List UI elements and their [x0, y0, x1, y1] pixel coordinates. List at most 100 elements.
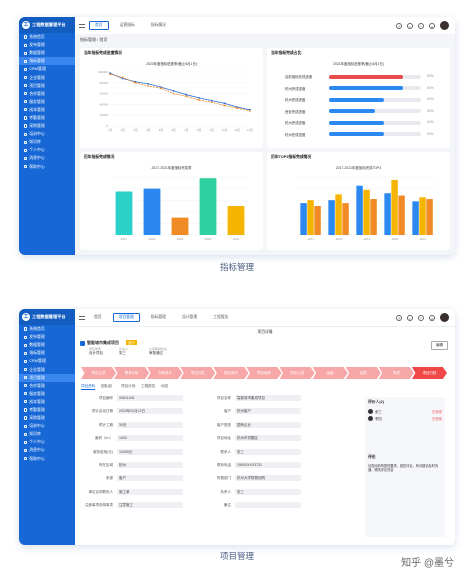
sidebar-item[interactable]: 服务管理 [19, 390, 75, 398]
field-value[interactable]: 1550XXXX3731 [235, 462, 301, 468]
detail-tab[interactable]: 项目计划 [121, 384, 136, 388]
project-window: 工工程数据管理平台 系统首页 发布管理 数据管理 指标管理 CRM管理 企业管理 项目管理合… [19, 309, 455, 545]
field-value[interactable]: 10000元 [117, 448, 183, 455]
progress-step[interactable]: 项目立项 [81, 367, 117, 379]
edit-button[interactable]: 编辑 [431, 341, 448, 350]
field-value[interactable]: 智能城市集成项目 [235, 395, 301, 401]
sidebar-item[interactable]: 发布管理 [19, 333, 75, 341]
sidebar-item[interactable]: 指标管理 [19, 57, 75, 66]
progress-step[interactable]: 结算 [345, 367, 381, 379]
field-value[interactable]: 杭州 [117, 462, 183, 468]
sidebar-item[interactable]: 消息中心 [19, 446, 75, 454]
field-value[interactable] [235, 502, 301, 509]
avatar[interactable] [440, 21, 449, 30]
sidebar-item[interactable]: 发布管理 [19, 41, 75, 49]
field-value[interactable]: 施工单 [117, 488, 183, 495]
tab-project[interactable]: 项目管理 [112, 313, 140, 322]
field-value[interactable]: 国有企业 [235, 421, 301, 428]
card-title: 历年TOP3指标完成情况 [271, 155, 312, 159]
field-value[interactable]: 1000 [117, 435, 183, 442]
sidebar-item[interactable]: 帮助中心 [19, 455, 75, 463]
tab-home[interactable]: 首页 [89, 21, 109, 30]
sidebar-item[interactable]: 数据管理 [19, 49, 75, 57]
sidebar-item-label: 指标管理 [29, 350, 45, 356]
field-value[interactable]: 张三 [235, 448, 301, 455]
detail-tab[interactable]: 项目资料 [81, 384, 96, 390]
progress-step[interactable]: 完成 [378, 367, 414, 379]
sidebar-item[interactable]: 企业管理 [19, 365, 75, 373]
sidebar-item[interactable]: 项目管理 [19, 373, 75, 382]
sidebar-item[interactable]: 培训中心 [19, 422, 75, 430]
field-value[interactable]: 注意施工 [117, 502, 183, 509]
project-icon [80, 341, 85, 346]
field-value[interactable]: 张三 [235, 488, 301, 495]
progress-step[interactable]: 项目上线 [279, 367, 315, 379]
detail-tab[interactable]: 工程报告 [141, 384, 156, 388]
sidebar-item[interactable]: 合作管理 [19, 90, 75, 98]
meta-label: 项目类型 [89, 347, 102, 351]
sidebar-item[interactable]: 项目管理 [19, 82, 75, 90]
sidebar-item[interactable]: 考勤管理 [19, 406, 75, 414]
sidebar-item[interactable]: 指标管理 [19, 349, 75, 357]
menu-icon[interactable] [79, 23, 85, 28]
bell-icon[interactable]: • [407, 22, 413, 29]
sidebar-item[interactable]: 企业管理 [19, 73, 75, 81]
progress-step[interactable]: 项目开发 [180, 367, 216, 379]
sidebar-item[interactable]: 考勤管理 [19, 114, 75, 122]
field-value[interactable]: 客户 [117, 475, 183, 482]
sidebar-item[interactable]: 系统首页 [19, 325, 75, 333]
help-icon[interactable]: ? [396, 314, 402, 321]
sidebar-item[interactable]: 个人中心 [19, 146, 75, 154]
progress-step[interactable]: 运维 [312, 367, 348, 379]
progress-step[interactable]: 项目归档 [411, 367, 447, 379]
sidebar-item[interactable]: 培训中心 [19, 130, 75, 138]
progress-step[interactable]: 需求分析 [114, 367, 150, 379]
sidebar-item[interactable]: 服务管理 [19, 98, 75, 106]
sidebar-item[interactable]: 消息中心 [19, 154, 75, 162]
progress-step[interactable]: 项目验收 [246, 367, 282, 379]
field-value[interactable]: 杭州市拱墅区 [235, 435, 301, 442]
tab-indicators[interactable]: 指标情况 [150, 23, 166, 27]
sidebar-item[interactable]: 数据管理 [19, 341, 75, 349]
sidebar-item[interactable]: 知识库 [19, 430, 75, 438]
detail-tab[interactable]: 团队组 [101, 384, 112, 388]
card-yearly: 历年指标完成情况 2017-2021年度指标完成表 2017 2018 2019 20… [80, 152, 263, 250]
detail-tab[interactable]: 动态 [161, 384, 169, 388]
gear-icon[interactable]: * [418, 22, 424, 29]
sidebar-item[interactable]: 帮助中心 [19, 163, 75, 171]
sidebar-item[interactable]: 知识库 [19, 138, 75, 146]
gear-icon[interactable]: * [418, 314, 424, 321]
sidebar-item[interactable]: CRM管理 [19, 65, 75, 73]
field-value[interactable]: 杭州客户 [235, 408, 301, 415]
field-value[interactable]: 2020年02月22日 [117, 408, 183, 415]
tab-indicator[interactable]: 指标管理 [150, 315, 166, 319]
data-point [210, 101, 213, 104]
reviewer-list: 张三 已完成 李四 已完成 [365, 408, 445, 422]
settings-icon[interactable]: o [429, 314, 435, 321]
bell-icon[interactable]: • [407, 314, 413, 321]
field-value[interactable]: 杭州大学院规划院 [235, 475, 301, 482]
sidebar-item[interactable]: 成本管理 [19, 106, 75, 114]
settings-icon[interactable]: o [429, 22, 435, 29]
menu-icon[interactable] [79, 315, 85, 320]
tab-ops[interactable]: 运营指标 [119, 23, 135, 27]
sidebar-item[interactable]: 成本管理 [19, 398, 75, 406]
sidebar-item[interactable]: 合作管理 [19, 382, 75, 390]
field-label: 来源 [106, 476, 113, 481]
tab-report[interactable]: 工程报告 [213, 315, 229, 319]
field-value[interactable]: XMGL001 [117, 395, 183, 401]
sidebar-item[interactable]: 采购管理 [19, 122, 75, 130]
sidebar-item[interactable]: 采购管理 [19, 414, 75, 422]
progress-step[interactable]: 项目测试 [213, 367, 249, 379]
sidebar-item[interactable]: CRM管理 [19, 357, 75, 365]
avatar[interactable] [440, 313, 449, 322]
field-label: 联系人 [220, 449, 232, 454]
help-icon[interactable]: ? [396, 22, 402, 29]
sidebar-item[interactable]: 个人中心 [19, 438, 75, 446]
field-value[interactable]: 30天 [117, 421, 183, 428]
line-chart: 0 20000 40000 60000 80000 100000 1月 2月 3月 4月 5月 6月 7… [98, 70, 253, 132]
tab-design[interactable]: 设计管理 [181, 315, 198, 319]
sidebar-item[interactable]: 系统首页 [19, 33, 75, 41]
progress-step[interactable]: 方案设计 [147, 367, 183, 379]
tab-home[interactable]: 首页 [94, 315, 102, 319]
